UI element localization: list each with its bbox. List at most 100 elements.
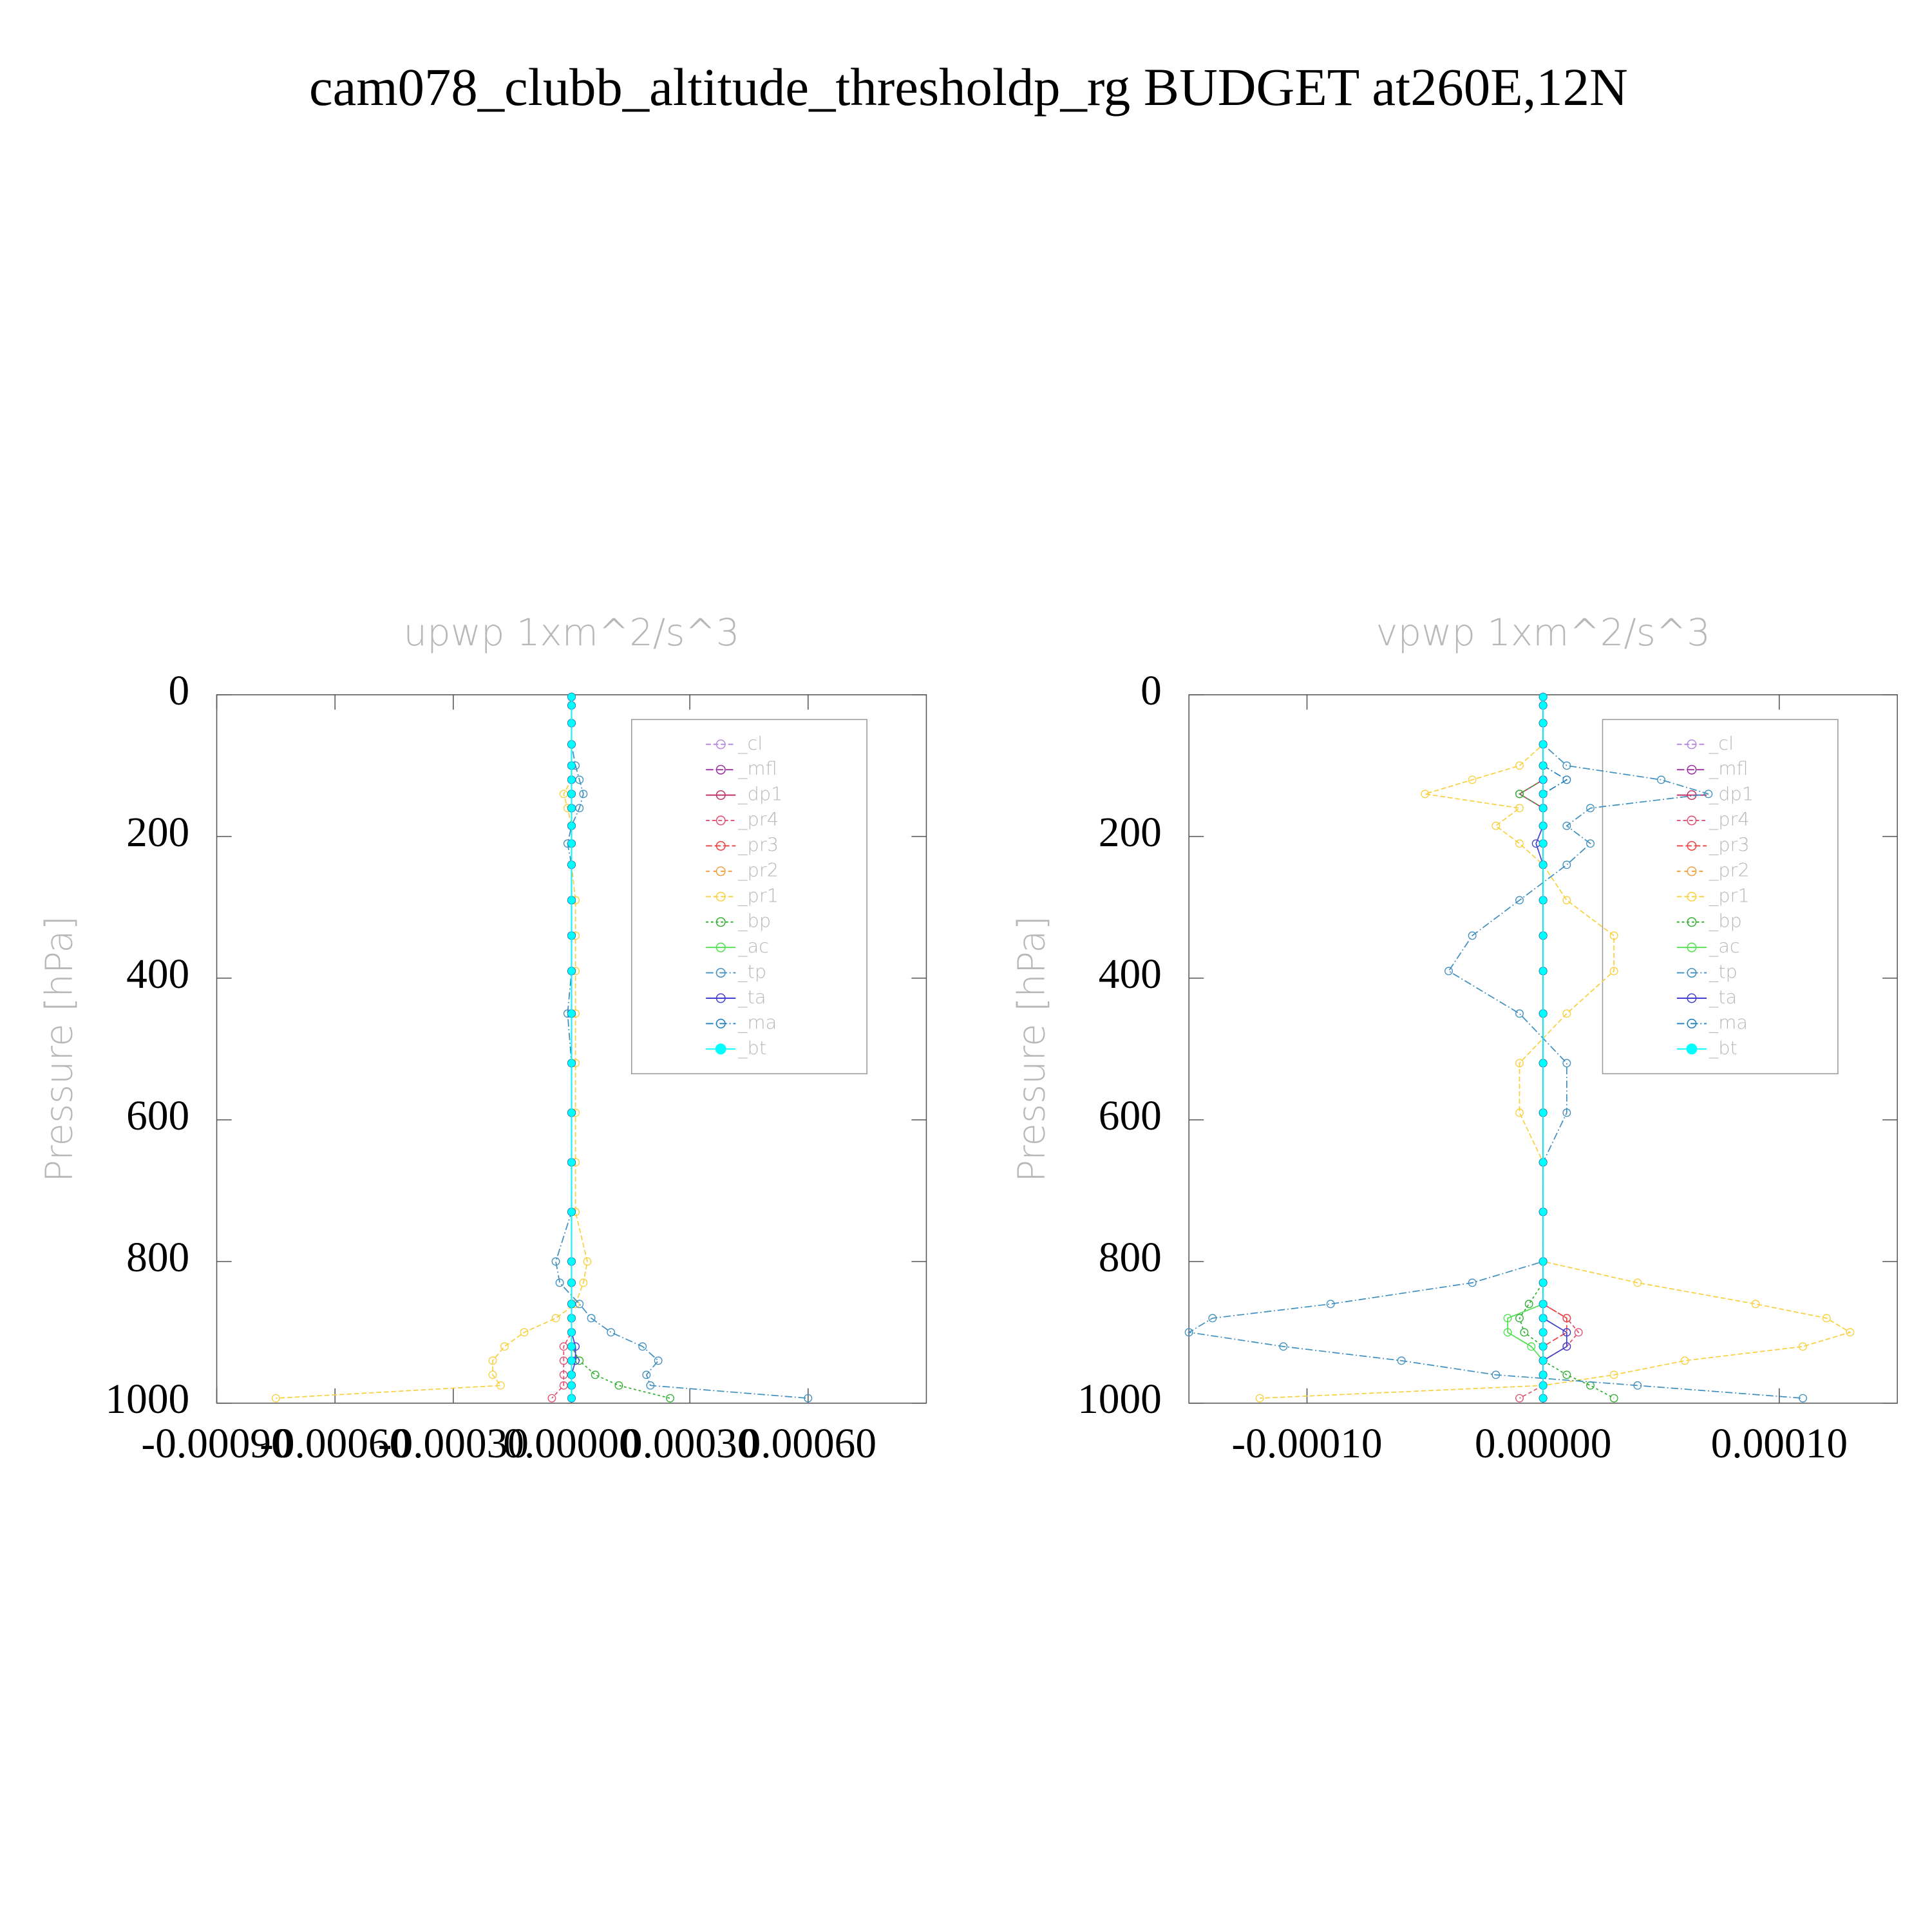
series-line (1260, 697, 1852, 1399)
series-marker (1751, 1300, 1760, 1309)
x-tick-label: 0.00060 (740, 1421, 876, 1467)
series-marker (567, 822, 576, 830)
y-tick-label: 800 (1099, 1235, 1162, 1281)
series-marker (575, 1300, 584, 1309)
series-marker (1520, 1328, 1529, 1337)
x-tick-label: 0.00010 (1711, 1421, 1848, 1467)
series-marker (1539, 693, 1547, 701)
series-marker (1609, 931, 1618, 940)
legend-label: _cl (1709, 732, 1734, 755)
y-tick-label: 400 (126, 951, 189, 998)
legend-marker (715, 1018, 726, 1028)
series-marker (1609, 967, 1618, 976)
legend-marker (1687, 891, 1697, 902)
series-marker (1539, 1371, 1547, 1379)
series-marker (1539, 1010, 1547, 1018)
x-tick-label: 0.00000 (503, 1421, 639, 1467)
legend-label: _tp (1709, 961, 1738, 983)
y-tick-label: 200 (1099, 810, 1162, 856)
series-marker (1562, 1328, 1571, 1337)
series-marker (1515, 761, 1524, 770)
series-marker (496, 1381, 505, 1390)
series-marker (1562, 1059, 1571, 1068)
series-marker (1539, 967, 1547, 975)
legend-marker (715, 917, 726, 927)
legend-label: _ma (1709, 1011, 1748, 1034)
series-marker (1633, 1381, 1642, 1390)
series-marker (567, 1300, 576, 1308)
series-marker (1515, 1394, 1524, 1403)
series-marker (567, 1357, 576, 1365)
series-marker (1503, 1328, 1512, 1337)
series-marker (1799, 1342, 1807, 1351)
legend-label: _ac (737, 935, 769, 958)
series-marker (1846, 1328, 1855, 1337)
x-tick-label: 0.00030 (621, 1421, 758, 1467)
legend-label: _bt (737, 1037, 766, 1059)
series-marker (1421, 790, 1430, 799)
y-tick-label: 800 (126, 1235, 189, 1281)
series-marker (666, 1394, 674, 1403)
series-marker (567, 1258, 576, 1265)
series-line (1187, 697, 1803, 1399)
series-marker (1539, 790, 1547, 798)
series-marker (1539, 1109, 1547, 1117)
series-line (551, 697, 573, 1399)
panel-title: upwp 1xm^2/s^3 (404, 611, 740, 654)
series-marker (567, 1371, 576, 1379)
series-marker (1704, 790, 1713, 799)
series-marker (520, 1328, 529, 1337)
legend-marker (1687, 968, 1697, 978)
series-marker (567, 1343, 576, 1350)
legend-marker (1687, 764, 1697, 775)
series-marker (1444, 967, 1453, 976)
legend-marker (715, 942, 726, 952)
legend-label: _bp (1709, 910, 1742, 933)
series-marker (567, 1314, 576, 1322)
series-marker (1562, 1108, 1571, 1117)
series-marker (547, 1394, 556, 1403)
legend-marker (1687, 866, 1697, 876)
series-marker (1539, 1329, 1547, 1336)
series-line (1518, 697, 1544, 1399)
legend-label: _mfl (737, 757, 777, 780)
series-marker (1562, 761, 1571, 770)
series-marker (567, 896, 576, 904)
series-marker (1515, 790, 1524, 799)
legend-marker (1687, 993, 1697, 1003)
series-marker (654, 1356, 663, 1365)
legend-label: _pr1 (1709, 884, 1750, 907)
series-marker (1539, 840, 1547, 848)
y-tick-label: 0 (1141, 668, 1162, 714)
series-marker (567, 1394, 576, 1402)
series-marker (500, 1342, 509, 1351)
legend-label: _pr2 (737, 859, 779, 882)
series-marker (579, 790, 588, 799)
series-marker (579, 1278, 588, 1287)
series-marker (567, 762, 576, 770)
series-marker (1562, 896, 1571, 905)
series-marker (1562, 1370, 1571, 1379)
legend-label: _bp (737, 910, 771, 933)
legend-marker (715, 866, 726, 876)
panel-title: vpwp 1xm^2/s^3 (1376, 611, 1710, 654)
series-marker (1562, 775, 1571, 784)
figure-title: cam078_clubb_altitude_thresholdp_rg BUDG… (309, 57, 1628, 117)
series-marker (555, 1278, 564, 1287)
series-marker (567, 1208, 576, 1216)
series-marker (1539, 701, 1547, 710)
legend-label: _bt (1709, 1037, 1738, 1059)
series-marker (1527, 1342, 1536, 1351)
series-marker (1562, 1314, 1571, 1323)
series-marker (1539, 932, 1547, 940)
series-marker (559, 1342, 568, 1351)
series-line (1542, 697, 1568, 1399)
series-marker (1208, 1314, 1217, 1323)
series-marker (1562, 1009, 1571, 1018)
series-marker (1539, 741, 1547, 748)
legend-marker (715, 840, 726, 851)
series-marker (559, 1370, 568, 1379)
series-marker (1609, 1370, 1618, 1379)
